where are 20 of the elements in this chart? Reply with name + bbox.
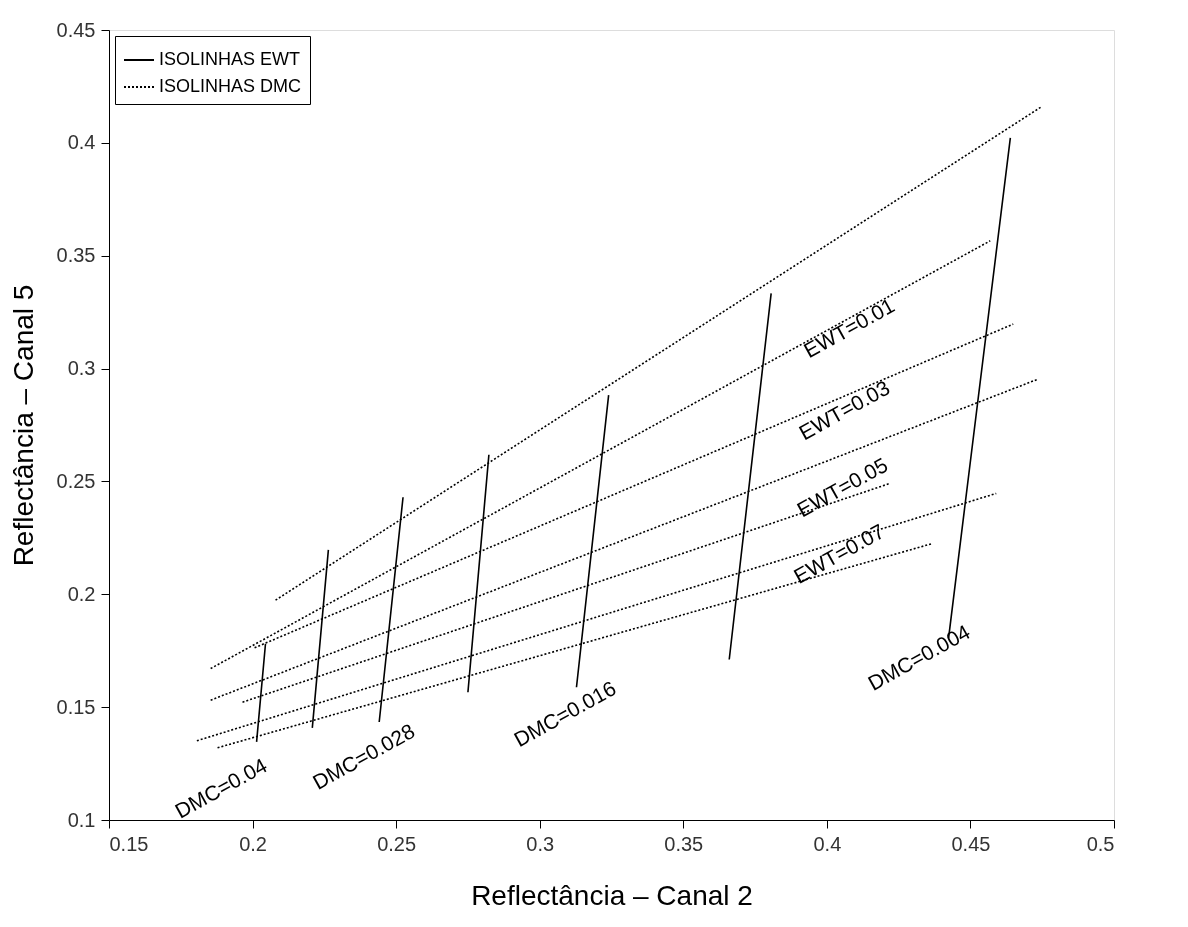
x-tick-label: 0.25 <box>377 832 417 855</box>
y-tick-label: 0.15 <box>56 695 96 718</box>
x-tick-label: 0.15 <box>109 832 149 855</box>
x-tick-label: 0.4 <box>813 832 842 855</box>
legend-label: ISOLINHAS EWT <box>159 49 301 69</box>
legend-label: ISOLINHAS DMC <box>159 76 302 96</box>
x-tick-label: 0.5 <box>1086 832 1115 855</box>
y-tick-label: 0.1 <box>67 808 96 831</box>
x-tick-label: 0.2 <box>239 832 267 855</box>
x-tick-label: 0.3 <box>526 832 555 855</box>
y-tick-label: 0.45 <box>56 18 96 41</box>
x-tick-label: 0.35 <box>664 832 704 855</box>
x-axis-title: Reflectância – Canal 2 <box>471 879 753 911</box>
y-tick-label: 0.3 <box>67 357 96 380</box>
x-tick-label: 0.45 <box>951 832 991 855</box>
y-tick-label: 0.4 <box>67 131 96 154</box>
y-axis-title: Reflectância – Canal 5 <box>7 284 39 567</box>
y-tick-label: 0.35 <box>56 244 96 267</box>
y-tick-label: 0.2 <box>67 582 96 605</box>
y-tick-label: 0.25 <box>56 469 96 492</box>
